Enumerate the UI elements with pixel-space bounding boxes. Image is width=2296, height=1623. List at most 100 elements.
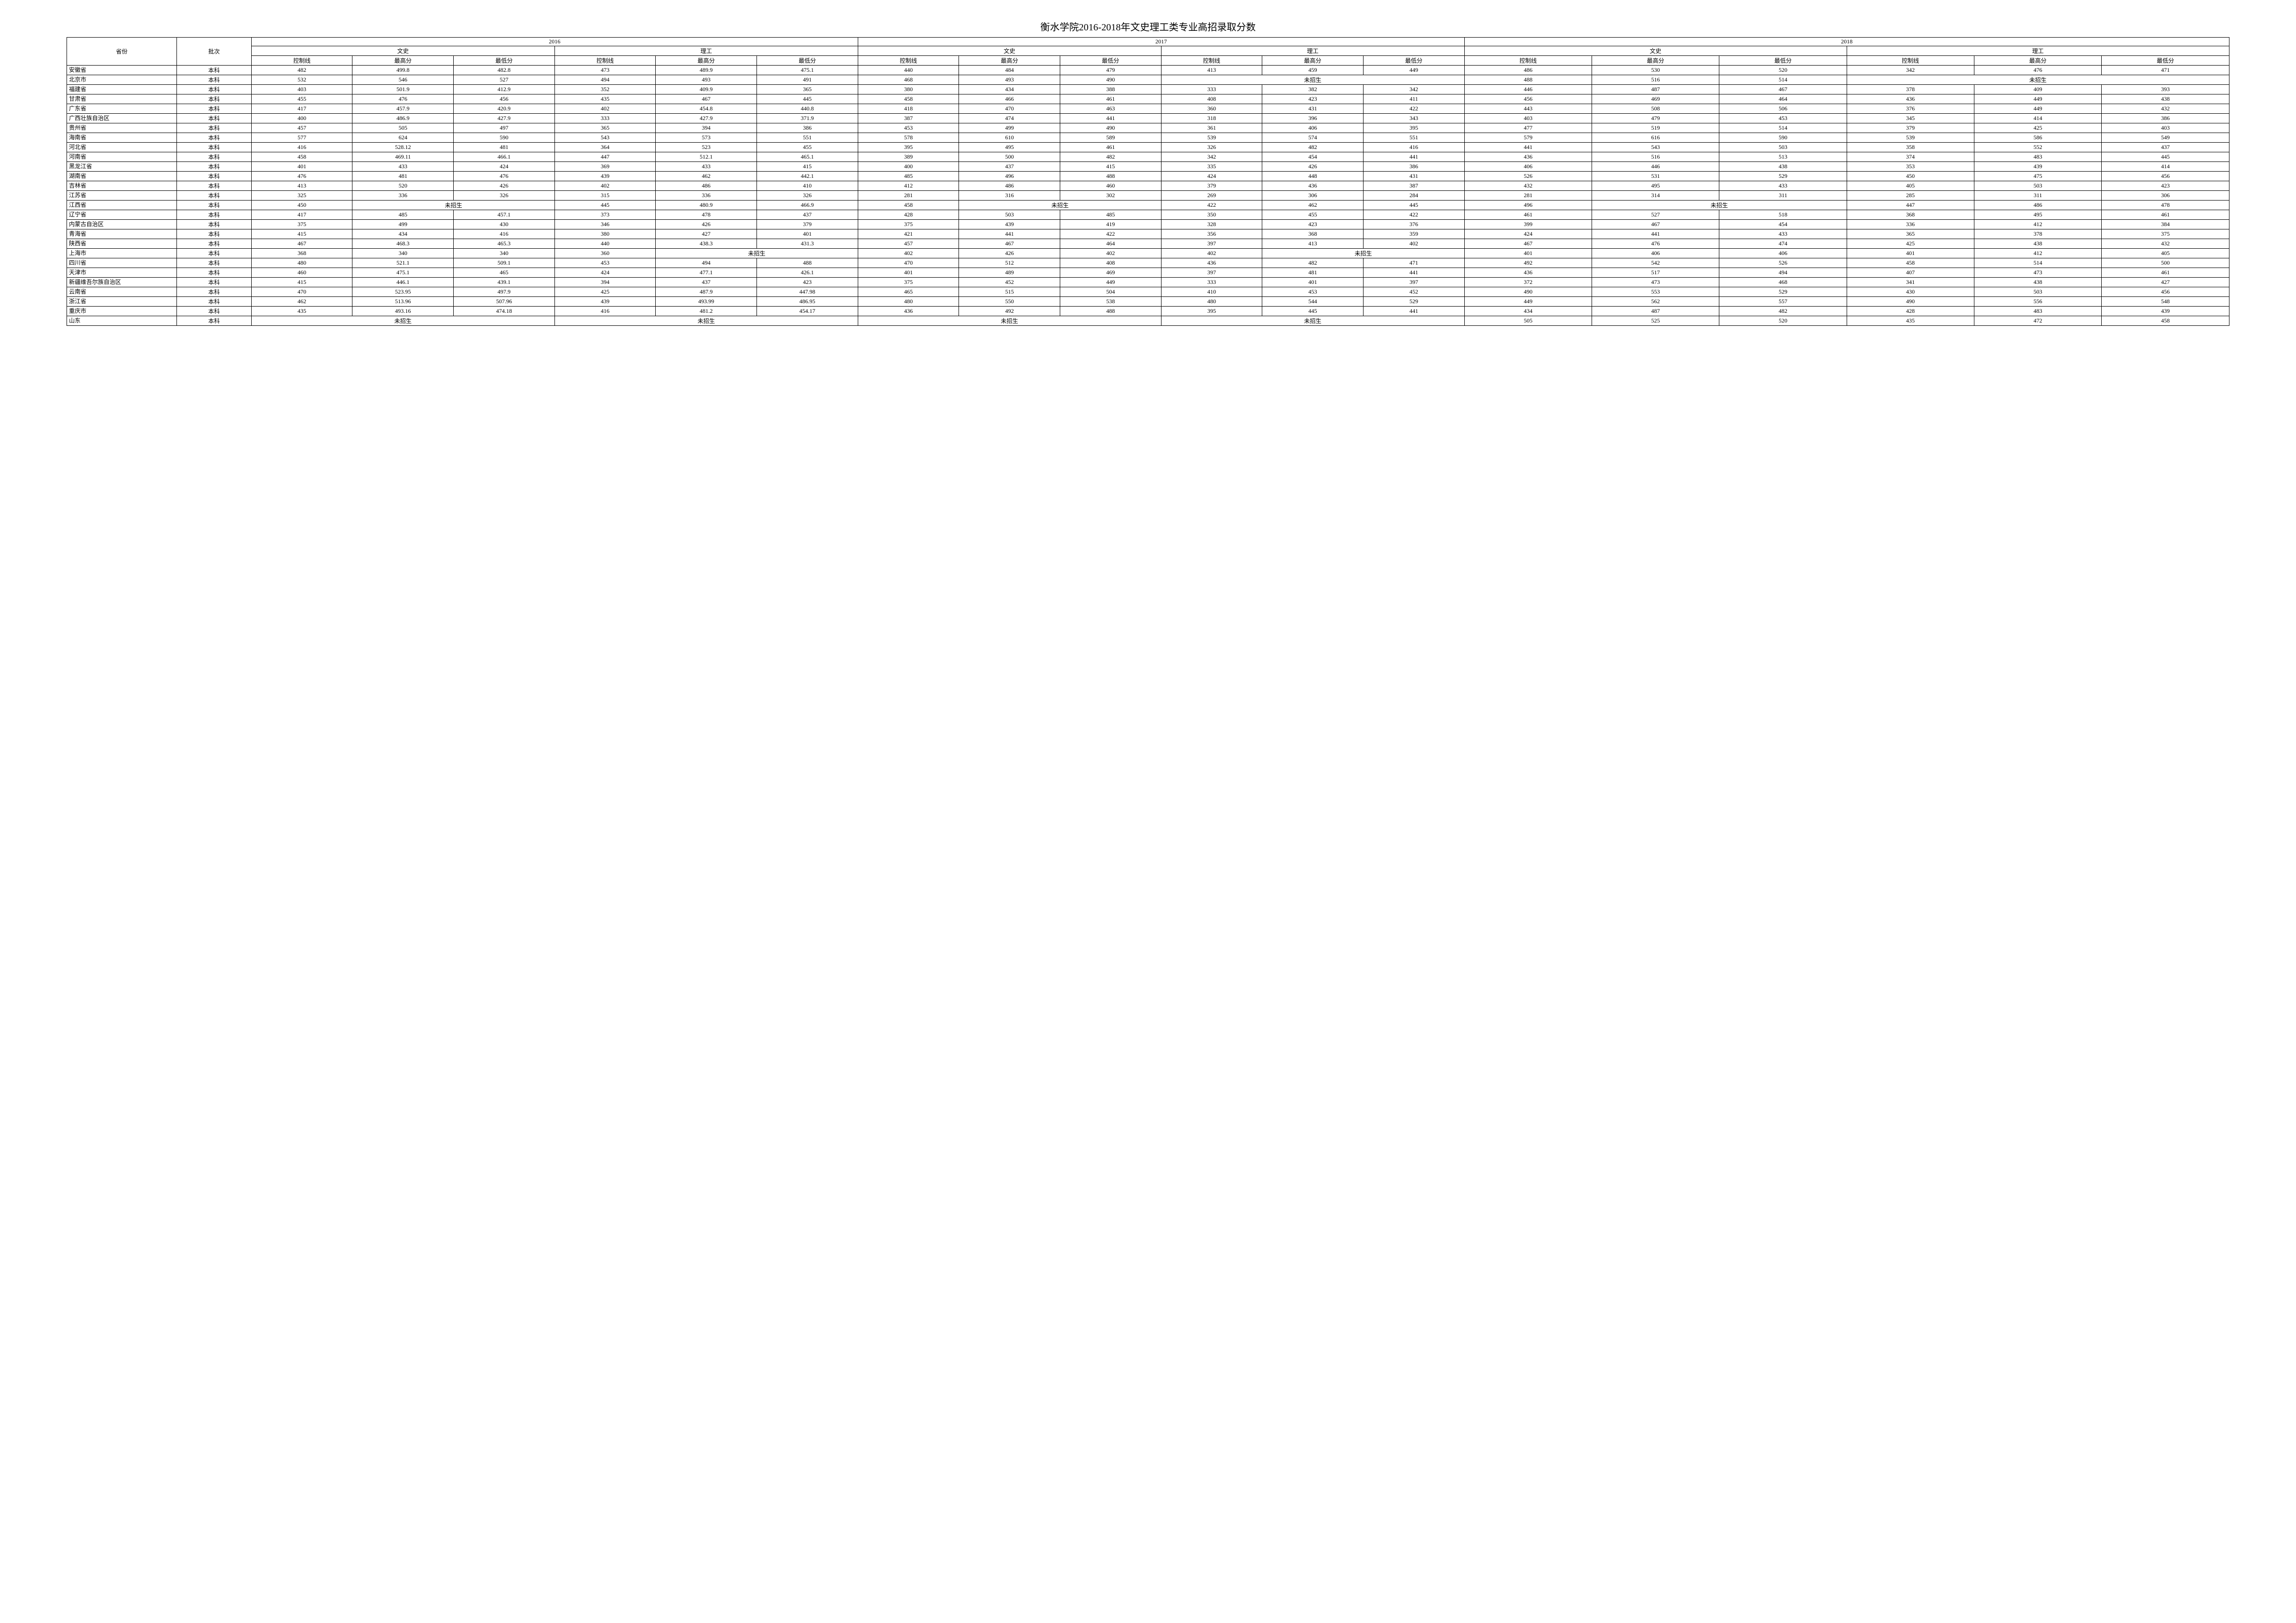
cell-score: 473 — [554, 66, 656, 75]
cell-score: 493 — [959, 75, 1060, 85]
cell-score: 466.1 — [454, 152, 555, 162]
cell-score: 487.9 — [656, 287, 757, 297]
cell-score: 488 — [1060, 172, 1162, 181]
cell-score: 456 — [2102, 172, 2229, 181]
cell-score: 426 — [454, 181, 555, 191]
cell-score: 412.9 — [454, 85, 555, 94]
cell-score: 574 — [1262, 133, 1364, 143]
cell-score: 未招生 — [1161, 75, 1464, 85]
cell-province: 内蒙古自治区 — [67, 220, 177, 229]
cell-score: 462 — [656, 172, 757, 181]
cell-score: 496 — [959, 172, 1060, 181]
cell-score: 379 — [1161, 181, 1262, 191]
cell-score: 417 — [251, 210, 352, 220]
cell-score: 553 — [1592, 287, 1719, 297]
cell-score: 526 — [1719, 258, 1847, 268]
cell-score: 486.9 — [352, 114, 454, 123]
cell-score: 461 — [1060, 94, 1162, 104]
cell-score: 447 — [554, 152, 656, 162]
cell-score: 503 — [1719, 143, 1847, 152]
cell-score: 466 — [959, 94, 1060, 104]
cell-score: 409 — [1974, 85, 2101, 94]
cell-score: 416 — [1363, 143, 1464, 152]
cell-province: 湖南省 — [67, 172, 177, 181]
cell-score: 340 — [454, 249, 555, 258]
hdr-high: 最高分 — [1974, 56, 2101, 66]
cell-score: 486 — [656, 181, 757, 191]
cell-score: 470 — [251, 287, 352, 297]
cell-score: 469 — [1060, 268, 1162, 278]
cell-level: 本科 — [176, 85, 251, 94]
cell-score: 350 — [1161, 210, 1262, 220]
cell-score: 336 — [656, 191, 757, 201]
cell-score: 519 — [1592, 123, 1719, 133]
cell-score: 461 — [2102, 210, 2229, 220]
cell-score: 358 — [1847, 143, 1974, 152]
cell-score: 478 — [656, 210, 757, 220]
cell-score: 495 — [1974, 210, 2101, 220]
cell-score: 530 — [1592, 66, 1719, 75]
cell-score: 526 — [1464, 172, 1592, 181]
cell-level: 本科 — [176, 268, 251, 278]
cell-score: 382 — [1262, 85, 1364, 94]
cell-score: 480 — [251, 258, 352, 268]
cell-score: 452 — [1363, 287, 1464, 297]
cell-score: 503 — [1974, 181, 2101, 191]
cell-score: 499 — [959, 123, 1060, 133]
cell-score: 402 — [554, 104, 656, 114]
cell-score: 507.96 — [454, 297, 555, 307]
cell-score: 503 — [959, 210, 1060, 220]
cell-score: 427.9 — [656, 114, 757, 123]
cell-province: 黑龙江省 — [67, 162, 177, 172]
cell-score: 624 — [352, 133, 454, 143]
cell-score: 486 — [1974, 201, 2101, 210]
cell-score: 499.8 — [352, 66, 454, 75]
cell-score: 514 — [1719, 75, 1847, 85]
cell-score: 453 — [1719, 114, 1847, 123]
cell-score: 416 — [554, 307, 656, 316]
cell-score: 436 — [1464, 268, 1592, 278]
cell-score: 452 — [959, 278, 1060, 287]
cell-score: 435 — [554, 94, 656, 104]
cell-score: 476 — [454, 172, 555, 181]
cell-score: 414 — [1974, 114, 2101, 123]
cell-province: 四川省 — [67, 258, 177, 268]
cell-score: 336 — [352, 191, 454, 201]
cell-score: 395 — [858, 143, 959, 152]
cell-score: 529 — [1363, 297, 1464, 307]
cell-score: 336 — [1847, 220, 1974, 229]
cell-score: 445 — [554, 201, 656, 210]
cell-score: 543 — [1592, 143, 1719, 152]
cell-score: 443 — [1464, 104, 1592, 114]
cell-score: 529 — [1719, 172, 1847, 181]
cell-score: 414 — [2102, 162, 2229, 172]
cell-score: 549 — [2102, 133, 2229, 143]
cell-score: 488 — [1464, 75, 1592, 85]
cell-score: 439 — [1974, 162, 2101, 172]
cell-score: 467 — [1719, 85, 1847, 94]
cell-score: 369 — [554, 162, 656, 172]
cell-score: 427 — [656, 229, 757, 239]
cell-score: 465.3 — [454, 239, 555, 249]
cell-score: 432 — [1464, 181, 1592, 191]
cell-score: 450 — [251, 201, 352, 210]
cell-score: 436 — [1847, 94, 1974, 104]
cell-score: 386 — [2102, 114, 2229, 123]
cell-score: 493.99 — [656, 297, 757, 307]
cell-score: 514 — [1719, 123, 1847, 133]
cell-score: 423 — [1262, 94, 1364, 104]
cell-score: 412 — [1974, 220, 2101, 229]
cell-score: 460 — [1060, 181, 1162, 191]
cell-province: 陕西省 — [67, 239, 177, 249]
cell-score: 441 — [959, 229, 1060, 239]
cell-score: 453 — [1262, 287, 1364, 297]
cell-score: 407 — [1847, 268, 1974, 278]
cell-score: 438 — [1974, 278, 2101, 287]
cell-score: 403 — [1464, 114, 1592, 123]
cell-score: 406 — [1719, 249, 1847, 258]
cell-score: 375 — [251, 220, 352, 229]
cell-score: 550 — [959, 297, 1060, 307]
cell-score: 497.9 — [454, 287, 555, 297]
cell-score: 433 — [1719, 229, 1847, 239]
cell-score: 352 — [554, 85, 656, 94]
